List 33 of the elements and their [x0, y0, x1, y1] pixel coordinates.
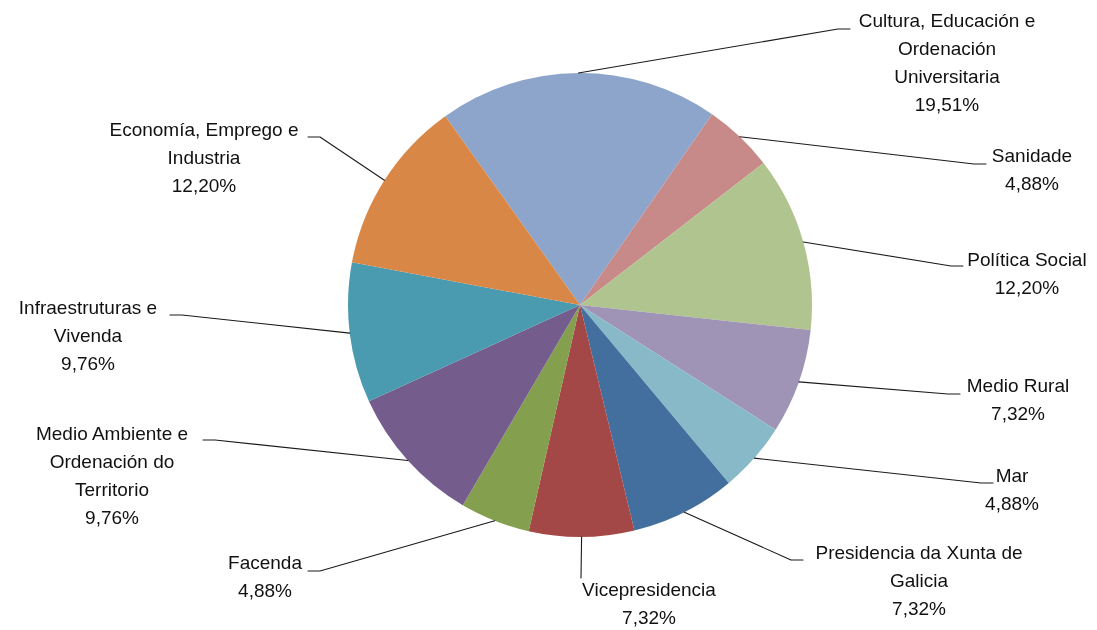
data-label: 7,32% [892, 597, 947, 619]
slice-label: Presidencia da Xunta de Galicia [815, 541, 1023, 591]
pie-slice [462, 305, 580, 532]
pie-slice [528, 305, 635, 537]
slice-label: Sanidade [991, 144, 1073, 166]
pie-slice [580, 305, 729, 531]
pie-slice [580, 114, 764, 305]
slice-label: Medio Ambiente e Ordenación do Territorio [35, 422, 189, 500]
data-label: 19,51% [914, 93, 980, 115]
pie-slice [580, 305, 811, 430]
pie-slice [580, 305, 776, 483]
data-label: 4,88% [238, 579, 293, 601]
slice-label: Política Social [967, 248, 1087, 270]
pie-slice [580, 163, 812, 330]
pie-slice [445, 73, 713, 305]
slice-label: Facenda [228, 551, 303, 573]
pie-slice [351, 116, 580, 305]
slice-label: Infraestruturas e Vivenda [18, 296, 158, 346]
pie-slice [368, 305, 580, 506]
data-label: 7,32% [991, 402, 1046, 424]
data-label: 9,76% [61, 352, 116, 374]
pie-slice [348, 262, 580, 402]
slice-label: Cultura, Educación e Ordenación Universitaria [858, 9, 1036, 87]
data-label: 12,20% [171, 174, 237, 196]
data-label: 7,32% [622, 606, 677, 628]
slice-label: Vicepresidencia [582, 578, 717, 600]
data-label: 4,88% [985, 492, 1040, 514]
data-label: 4,88% [1005, 172, 1060, 194]
slice-label: Medio Rural [966, 374, 1070, 396]
slice-label: Mar [995, 464, 1030, 486]
data-label: 9,76% [85, 506, 140, 528]
data-label: 12,20% [994, 276, 1060, 298]
slice-label: Economía, Emprego e Industria [109, 118, 299, 168]
